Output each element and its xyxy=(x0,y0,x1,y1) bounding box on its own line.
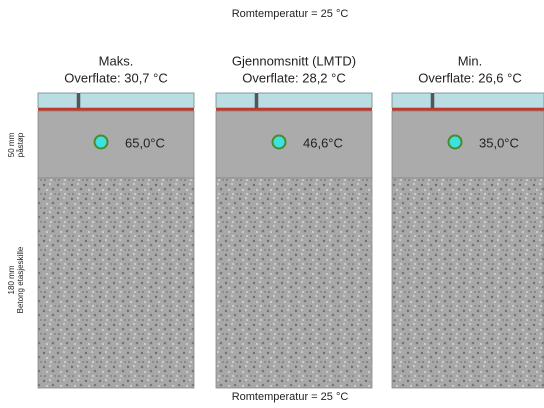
panel-surface: Overflate: 30,7 °C xyxy=(64,70,167,85)
panel-surface: Overflate: 28,2 °C xyxy=(242,70,345,85)
concrete-label: 180 mm Betong etasjeskille xyxy=(7,246,25,313)
pipe-temperature: 35,0°C xyxy=(479,135,519,150)
adhesive-layer xyxy=(38,108,194,111)
tile-joint xyxy=(431,93,434,108)
screed-label: 50 mm påstøp xyxy=(7,132,25,157)
concrete-layer xyxy=(215,177,373,389)
panel-heading: Gjennomsnitt (LMTD) xyxy=(232,53,356,68)
floor-tile xyxy=(215,92,256,109)
tile-joint xyxy=(255,93,258,108)
pipe-temperature: 65,0°C xyxy=(125,135,165,150)
concrete-label-line: Betong etasjeskille xyxy=(16,246,25,313)
floor-tile xyxy=(37,92,78,109)
heating-pipe xyxy=(447,134,463,150)
screed-label-line: 50 mm xyxy=(7,132,16,157)
tile-joint xyxy=(77,93,80,108)
pipe-temperature: 46,6°C xyxy=(303,135,343,150)
concrete-layer xyxy=(391,177,544,389)
screed-layer xyxy=(37,110,195,179)
screed-layer xyxy=(391,110,544,179)
adhesive-layer xyxy=(216,108,372,111)
floor-tile xyxy=(257,92,373,109)
top-label: Romtemperatur = 25 °C xyxy=(232,8,349,20)
bottom-label: Romtemperatur = 25 °C xyxy=(232,391,349,403)
floor-tile xyxy=(391,92,432,109)
heating-pipe xyxy=(271,134,287,150)
adhesive-layer xyxy=(392,108,544,111)
panel-surface: Overflate: 26,6 °C xyxy=(418,70,521,85)
screed-label-line: påstøp xyxy=(16,132,25,157)
panel-heading: Min. xyxy=(458,53,483,68)
heating-pipe xyxy=(93,134,109,150)
floor-tile xyxy=(433,92,544,109)
panel-heading: Maks. xyxy=(99,53,134,68)
floor-tile xyxy=(79,92,195,109)
screed-layer xyxy=(215,110,373,179)
concrete-layer xyxy=(37,177,195,389)
concrete-label-line: 180 mm xyxy=(7,265,16,294)
